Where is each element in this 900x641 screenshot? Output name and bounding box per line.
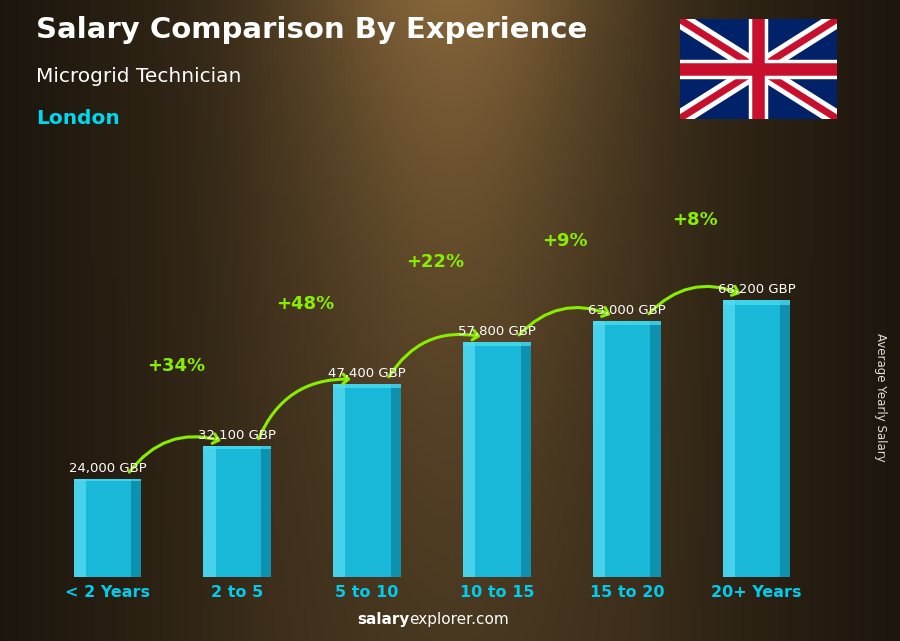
Bar: [723, 300, 735, 577]
Bar: [333, 384, 346, 577]
Text: London: London: [36, 109, 120, 128]
Bar: [464, 342, 531, 577]
Text: +8%: +8%: [672, 211, 718, 229]
Text: explorer.com: explorer.com: [410, 612, 509, 627]
Bar: [593, 320, 605, 577]
Text: +22%: +22%: [406, 253, 464, 271]
Text: Average Yearly Salary: Average Yearly Salary: [874, 333, 886, 462]
Text: +34%: +34%: [147, 358, 205, 376]
Text: 32,100 GBP: 32,100 GBP: [198, 429, 276, 442]
Bar: [723, 300, 790, 304]
Text: Microgrid Technician: Microgrid Technician: [36, 67, 241, 87]
Bar: [203, 446, 271, 449]
Bar: [520, 342, 531, 577]
Text: 63,000 GBP: 63,000 GBP: [588, 304, 666, 317]
Bar: [464, 342, 531, 346]
Bar: [651, 320, 661, 577]
Bar: [464, 342, 475, 577]
Bar: [593, 320, 661, 326]
Bar: [131, 479, 141, 577]
Text: 47,400 GBP: 47,400 GBP: [328, 367, 406, 380]
Bar: [261, 446, 271, 577]
Text: salary: salary: [357, 612, 410, 627]
Bar: [74, 479, 141, 481]
Bar: [333, 384, 400, 577]
Bar: [780, 300, 790, 577]
Bar: [723, 300, 790, 577]
Bar: [74, 479, 86, 577]
Bar: [74, 479, 141, 577]
Text: 24,000 GBP: 24,000 GBP: [68, 462, 147, 476]
Text: 68,200 GBP: 68,200 GBP: [717, 283, 796, 296]
Bar: [203, 446, 216, 577]
Text: +48%: +48%: [276, 296, 335, 313]
Text: 57,800 GBP: 57,800 GBP: [458, 325, 536, 338]
Text: +9%: +9%: [543, 232, 588, 250]
Bar: [593, 320, 661, 577]
Bar: [203, 446, 271, 577]
Bar: [391, 384, 401, 577]
Text: Salary Comparison By Experience: Salary Comparison By Experience: [36, 16, 587, 44]
Bar: [333, 384, 400, 388]
